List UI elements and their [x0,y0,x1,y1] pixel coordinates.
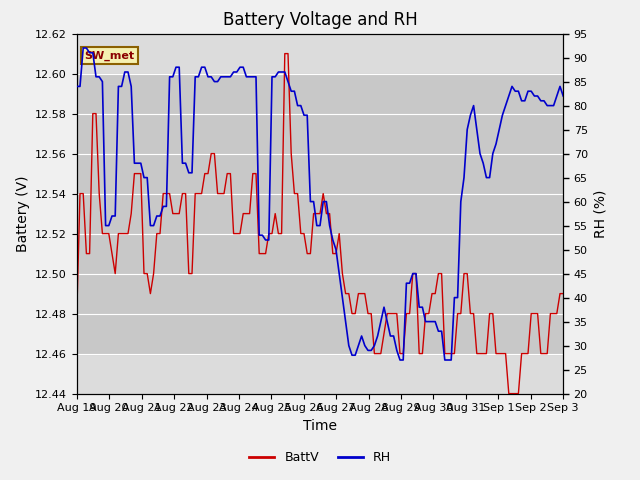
BattV [559,291,567,297]
Legend: BattV, RH: BattV, RH [244,446,396,469]
Text: SW_met: SW_met [84,51,134,61]
RH [140,175,148,180]
BattV [419,351,426,357]
BattV [479,351,487,357]
Title: Battery Voltage and RH: Battery Voltage and RH [223,11,417,29]
RH [396,357,404,363]
RH [483,175,490,180]
Bar [77,73,563,354]
Line: RH: RH [77,48,563,360]
Y-axis label: Battery (V): Battery (V) [15,175,29,252]
RH [291,88,298,94]
BattV [73,311,81,316]
BattV [505,391,513,396]
RH [73,84,81,89]
BattV [291,191,298,196]
RH [79,45,87,51]
RH [108,213,116,219]
RH [543,103,551,108]
BattV [137,171,145,177]
X-axis label: Time: Time [303,419,337,433]
RH [422,319,429,324]
BattV [543,351,551,357]
Y-axis label: RH (%): RH (%) [593,190,607,238]
BattV [281,51,289,57]
RH [559,93,567,99]
BattV [105,231,113,237]
Line: BattV: BattV [77,54,563,394]
